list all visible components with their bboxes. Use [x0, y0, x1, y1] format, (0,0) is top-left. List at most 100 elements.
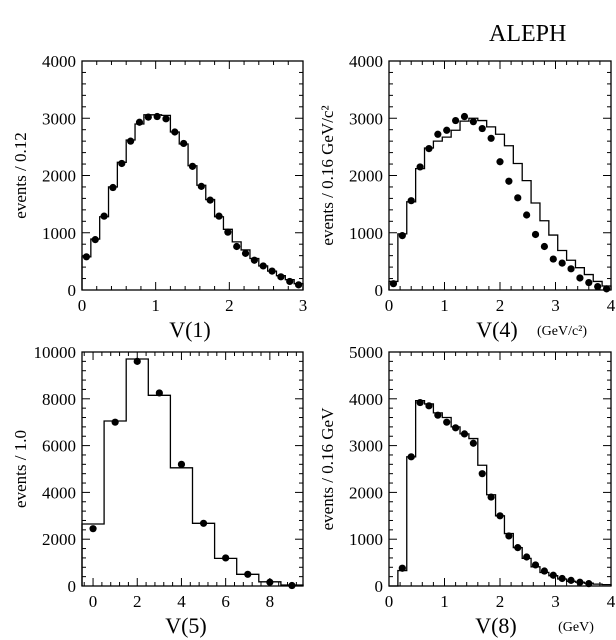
data-point: [549, 571, 557, 579]
data-point: [407, 453, 415, 461]
data-point: [398, 564, 406, 572]
data-point: [171, 128, 179, 136]
y-axis-label: events / 0.16 GeV: [318, 407, 337, 530]
plot-frame: [388, 60, 612, 291]
data-point: [496, 512, 504, 520]
y-tick-label: 0: [375, 281, 384, 300]
x-tick-label: 1: [440, 592, 449, 611]
data-point: [416, 163, 424, 171]
y-axis-label: events / 0.16 GeV/c²: [318, 105, 337, 245]
data-point: [199, 519, 208, 527]
x-tick-label: 1: [440, 296, 449, 315]
data-point: [398, 232, 406, 240]
x-axis-label: V(4): [476, 317, 518, 342]
data-point: [82, 253, 91, 261]
x-tick-label: 8: [266, 592, 275, 611]
data-point: [180, 139, 188, 148]
data-point: [478, 470, 486, 478]
data-point: [288, 581, 296, 590]
x-tick-label: 0: [89, 592, 98, 611]
panel-v4: 0 1000 2000 3000 4000 0 1 2 3 4 events / 0.16 GeV/…: [318, 52, 616, 342]
data-point: [585, 580, 593, 588]
data-point: [496, 158, 504, 166]
data-point: [460, 430, 469, 438]
data-point: [576, 274, 584, 282]
data-point: [576, 578, 584, 586]
experiment-label: ALEPH: [489, 21, 566, 47]
x-tick-label: 4: [177, 592, 186, 611]
x-tick-label: 4: [607, 592, 616, 611]
y-tick-label: 4000: [42, 52, 76, 71]
data-point: [111, 418, 119, 426]
data-point: [153, 112, 161, 121]
x-tick-label: 2: [133, 592, 142, 611]
data-point: [469, 118, 477, 126]
y-tick-label: 0: [375, 577, 384, 596]
data-point: [558, 574, 566, 583]
y-tick-label: 3000: [42, 109, 76, 128]
y-tick-label: 4000: [349, 390, 383, 409]
data-point: [594, 282, 602, 291]
x-tick-label: 3: [551, 296, 560, 315]
data-point: [469, 439, 477, 447]
data-point: [244, 570, 252, 578]
histogram-line: [388, 117, 612, 290]
x-tick-label: 0: [78, 296, 87, 315]
data-point: [206, 196, 214, 204]
x-unit-label: (GeV/c²): [537, 324, 587, 339]
data-point: [197, 182, 205, 190]
data-point: [443, 418, 451, 426]
y-axis-label: events / 1.0: [11, 430, 30, 508]
x-axis-label: V(5): [165, 613, 207, 638]
data-point: [478, 124, 486, 133]
data-point: [277, 273, 285, 281]
y-tick-label: 1000: [349, 530, 383, 549]
y-tick-label: 4000: [42, 483, 76, 502]
y-tick-label: 8000: [42, 390, 76, 409]
data-point: [425, 144, 433, 153]
y-tick-label: 6000: [42, 437, 76, 456]
data-point: [540, 242, 549, 251]
data-point: [91, 236, 99, 244]
data-point: [523, 211, 531, 219]
data-point: [177, 460, 186, 468]
data-point: [222, 554, 230, 562]
x-unit-label: (GeV): [558, 620, 594, 635]
data-point: [505, 177, 513, 185]
plot-frame: [388, 351, 612, 587]
plot-frame: [81, 60, 304, 291]
data-point: [215, 212, 223, 220]
panel-v1: 0 1000 2000 3000 4000 0 1 2 3 events / 0.12 V(1): [11, 52, 307, 342]
y-tick-label: 2000: [42, 167, 76, 186]
data-point: [505, 532, 513, 540]
y-tick-label: 1000: [349, 224, 383, 243]
x-axis-label: V(1): [169, 317, 211, 342]
x-tick-label: 2: [225, 296, 234, 315]
x-tick-label: 1: [151, 296, 160, 315]
data-point: [135, 118, 144, 126]
data-point: [567, 265, 575, 273]
data-point: [434, 411, 442, 419]
x-tick-label: 2: [496, 592, 505, 611]
panel-v8: 0 1000 2000 3000 4000 5000 0 1 2 3 4 events / 0.16 …: [318, 343, 616, 638]
data-point: [602, 285, 611, 293]
data-point: [155, 389, 163, 397]
data-point: [268, 267, 276, 275]
data-point: [585, 278, 593, 287]
data-point: [514, 194, 522, 202]
data-point: [118, 159, 126, 168]
data-point: [389, 280, 398, 288]
data-point: [407, 197, 415, 205]
data-point: [127, 137, 135, 145]
data-point: [567, 576, 575, 584]
x-tick-label: 2: [496, 296, 505, 315]
histogram-line: [81, 358, 304, 586]
y-tick-label: 1000: [42, 224, 76, 243]
data-point: [443, 126, 451, 134]
data-point: [514, 544, 522, 552]
y-tick-label: 2000: [349, 483, 383, 502]
y-tick-label: 0: [68, 281, 77, 300]
x-tick-label: 3: [551, 592, 560, 611]
data-point: [250, 256, 258, 264]
data-point: [452, 424, 460, 432]
